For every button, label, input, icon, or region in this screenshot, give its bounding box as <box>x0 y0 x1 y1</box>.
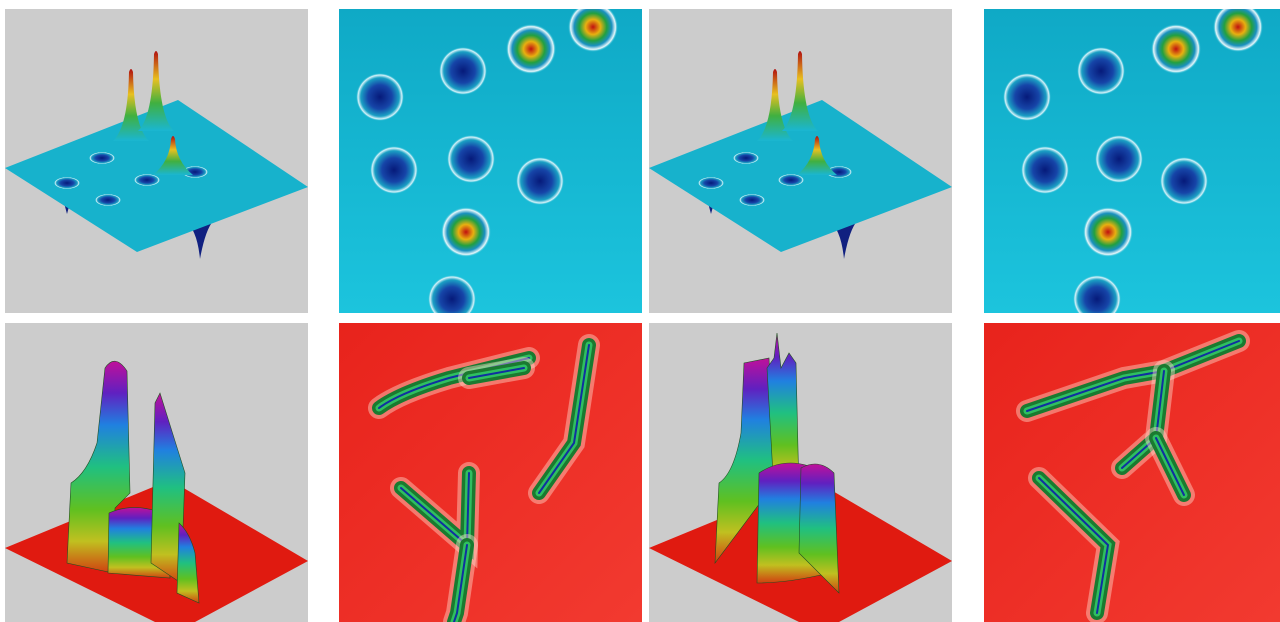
dimple <box>428 275 476 313</box>
dimple <box>54 177 80 189</box>
bump <box>441 207 491 257</box>
bump <box>506 24 556 74</box>
peak <box>138 51 174 131</box>
tube-center <box>1038 477 1110 614</box>
panel <box>339 9 642 313</box>
panel <box>984 9 1280 313</box>
dimple <box>739 194 765 206</box>
panel <box>649 323 952 622</box>
dimple <box>1160 157 1208 205</box>
tube-center <box>1026 340 1240 412</box>
column <box>176 522 200 604</box>
dimple <box>1073 275 1121 313</box>
tube-center <box>1121 370 1165 469</box>
column <box>714 357 776 564</box>
dimple <box>778 174 804 186</box>
bump <box>1151 24 1201 74</box>
tube-center <box>378 357 530 409</box>
dimple <box>1077 47 1125 95</box>
bump <box>568 9 618 52</box>
spike-down <box>185 221 213 259</box>
bump <box>1083 207 1133 257</box>
dimple <box>356 73 404 121</box>
peak <box>797 136 837 175</box>
panel <box>339 323 642 622</box>
bump <box>1213 9 1263 52</box>
dimple <box>1003 73 1051 121</box>
dimple <box>698 177 724 189</box>
dimple <box>516 157 564 205</box>
dimple <box>447 135 495 183</box>
dimple <box>95 194 121 206</box>
panel <box>5 323 308 622</box>
dimple <box>1095 135 1143 183</box>
peak <box>113 69 149 141</box>
dimple <box>89 152 115 164</box>
peak <box>757 69 793 141</box>
tube-center <box>538 344 590 494</box>
dimple <box>1021 146 1069 194</box>
spike-down <box>829 221 857 259</box>
dimple <box>134 174 160 186</box>
dimple <box>733 152 759 164</box>
panel <box>984 323 1280 622</box>
panel <box>649 9 952 313</box>
tube-center <box>1155 437 1185 496</box>
dimple <box>370 146 418 194</box>
peak <box>153 136 193 175</box>
panel <box>5 9 308 313</box>
tube-center <box>453 544 468 622</box>
peak <box>782 51 818 131</box>
dimple <box>439 47 487 95</box>
column <box>150 392 186 584</box>
column <box>798 463 840 594</box>
tube-center <box>468 367 525 379</box>
